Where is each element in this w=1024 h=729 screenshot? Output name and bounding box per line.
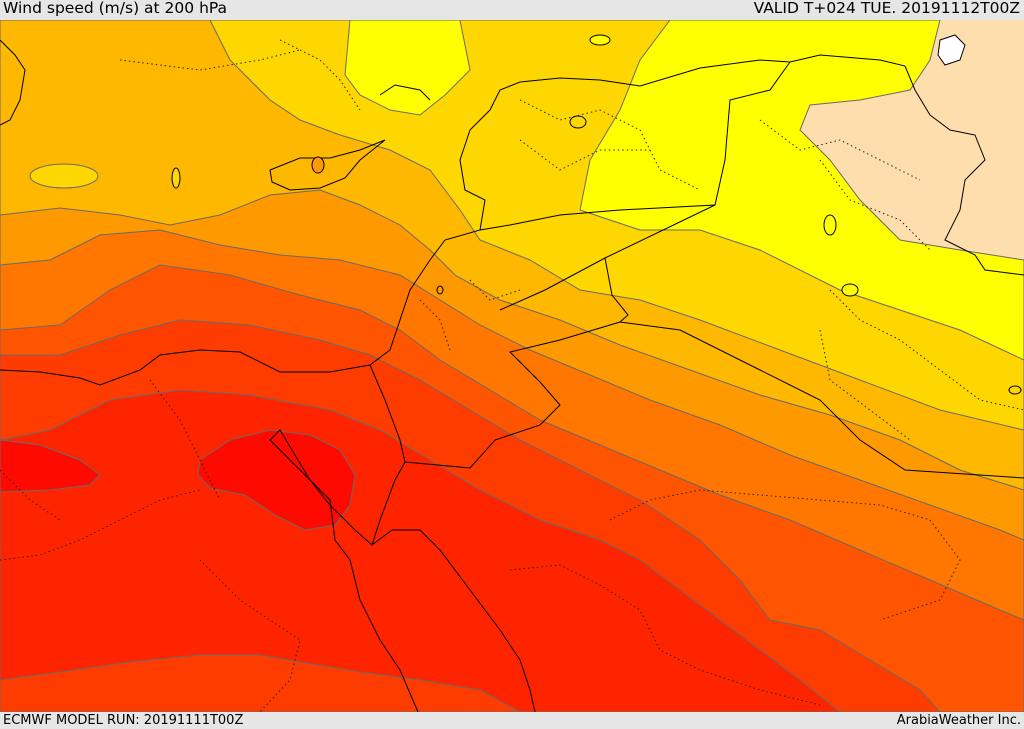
caspian-edge [937, 34, 966, 66]
province-boundaries [0, 39, 1024, 712]
band-gold-blob [344, 20, 471, 116]
islands [171, 34, 1022, 395]
band-deep-red-west [0, 439, 101, 493]
map-canvas [0, 20, 1024, 712]
valid-time: VALID T+024 TUE. 20191112T00Z [753, 0, 1020, 17]
wind-speed-map [0, 20, 1024, 712]
header-bar: Wind speed (m/s) at 200 hPa VALID T+024 … [0, 0, 1024, 20]
country-borders [0, 39, 1024, 712]
footer-bar: ECMWF MODEL RUN: 20191111T00Z ArabiaWeat… [0, 712, 1024, 729]
credit-label: ArabiaWeather Inc. [896, 713, 1021, 728]
map-title: Wind speed (m/s) at 200 hPa [3, 0, 228, 17]
band-deep-red-sinai [197, 429, 356, 531]
gold-patch [29, 163, 99, 189]
band-light-red-south [0, 654, 521, 712]
model-run-label: ECMWF MODEL RUN: 20191111T00Z [3, 713, 244, 728]
